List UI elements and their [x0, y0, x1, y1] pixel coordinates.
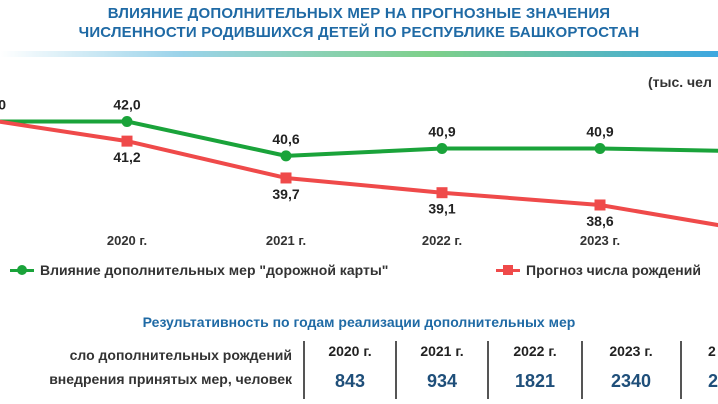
data-label: 38,6 [586, 213, 613, 229]
title-line-1: ВЛИЯНИЕ ДОПОЛНИТЕЛЬНЫХ МЕР НА ПРОГНОЗНЫЕ… [107, 5, 611, 22]
x-tick-label: 2022 г. [422, 233, 462, 248]
table-column-partial: 2 2 [680, 341, 718, 399]
legend-circle-marker [10, 264, 34, 276]
x-tick-label: 2023 г. [580, 233, 620, 248]
data-label: 40,9 [586, 123, 613, 139]
chart-legend: Влияние дополнительных мер "дорожной кар… [0, 262, 718, 282]
data-label: 39,1 [428, 201, 455, 217]
table-value: 1821 [514, 371, 556, 391]
legend-item-red: Прогноз числа рождений [496, 262, 701, 278]
x-tick-label: 2021 г. [266, 233, 306, 248]
data-point-square [280, 172, 292, 184]
row-label-line-2: внедрения принятых мер, человек [49, 371, 292, 387]
table-year: 2023 г. [609, 343, 653, 359]
slide-title: ВЛИЯНИЕ ДОПОЛНИТЕЛЬНЫХ МЕР НА ПРОГНОЗНЫЕ… [0, 4, 718, 42]
data-label: 40,6 [272, 131, 299, 147]
data-point-circle [280, 150, 292, 162]
series-line [0, 119, 718, 228]
data-label: 39,7 [272, 186, 299, 202]
data-label: 42,0 [113, 96, 140, 112]
data-point-circle [121, 115, 133, 127]
data-label: 41,2 [113, 149, 140, 165]
table-value: 2340 [610, 371, 652, 391]
legend-label-red: Прогноз числа рождений [526, 262, 701, 278]
title-line-2: ЧИСЛЕННОСТИ РОДИВШИХСЯ ДЕТЕЙ ПО РЕСПУБЛИ… [78, 24, 640, 41]
table-column-2020: 2020 г. 843 [303, 341, 395, 399]
table-year: 2022 г. [513, 343, 557, 359]
data-label: 0 [0, 96, 6, 112]
data-point-square [436, 187, 448, 199]
data-point-circle [594, 142, 606, 154]
table-value: 2 [708, 371, 718, 391]
legend-item-green: Влияние дополнительных мер "дорожной кар… [10, 262, 388, 278]
legend-square-marker [496, 264, 520, 276]
table-year: 2 [708, 343, 716, 359]
table-column-2022: 2022 г. 1821 [487, 341, 581, 399]
data-point-circle [436, 142, 448, 154]
decorative-rule [0, 51, 718, 57]
table-column-2023: 2023 г. 2340 [581, 341, 679, 399]
unit-label: (тыс. чел [648, 74, 712, 90]
series-line [0, 119, 718, 158]
x-tick-label: 2020 г. [107, 233, 147, 248]
data-point-square [594, 199, 606, 211]
table-value: 843 [334, 371, 366, 391]
table-year: 2021 г. [420, 343, 464, 359]
table-column-2021: 2021 г. 934 [395, 341, 487, 399]
row-label-line-1: сло дополнительных рождений [69, 347, 292, 363]
table-year: 2020 г. [328, 343, 372, 359]
table-row-label: сло дополнительных рождений внедрения пр… [0, 339, 300, 401]
data-label: 40,9 [428, 123, 455, 139]
legend-label-green: Влияние дополнительных мер "дорожной кар… [40, 262, 389, 278]
data-point-square [121, 135, 133, 147]
table-value: 934 [426, 371, 458, 391]
line-chart: 2020 г. 2021 г. 2022 г. 2023 г. 0 42,0 40,6 40… [0, 96, 718, 248]
table-title: Результативность по годам реализации доп… [142, 314, 576, 330]
